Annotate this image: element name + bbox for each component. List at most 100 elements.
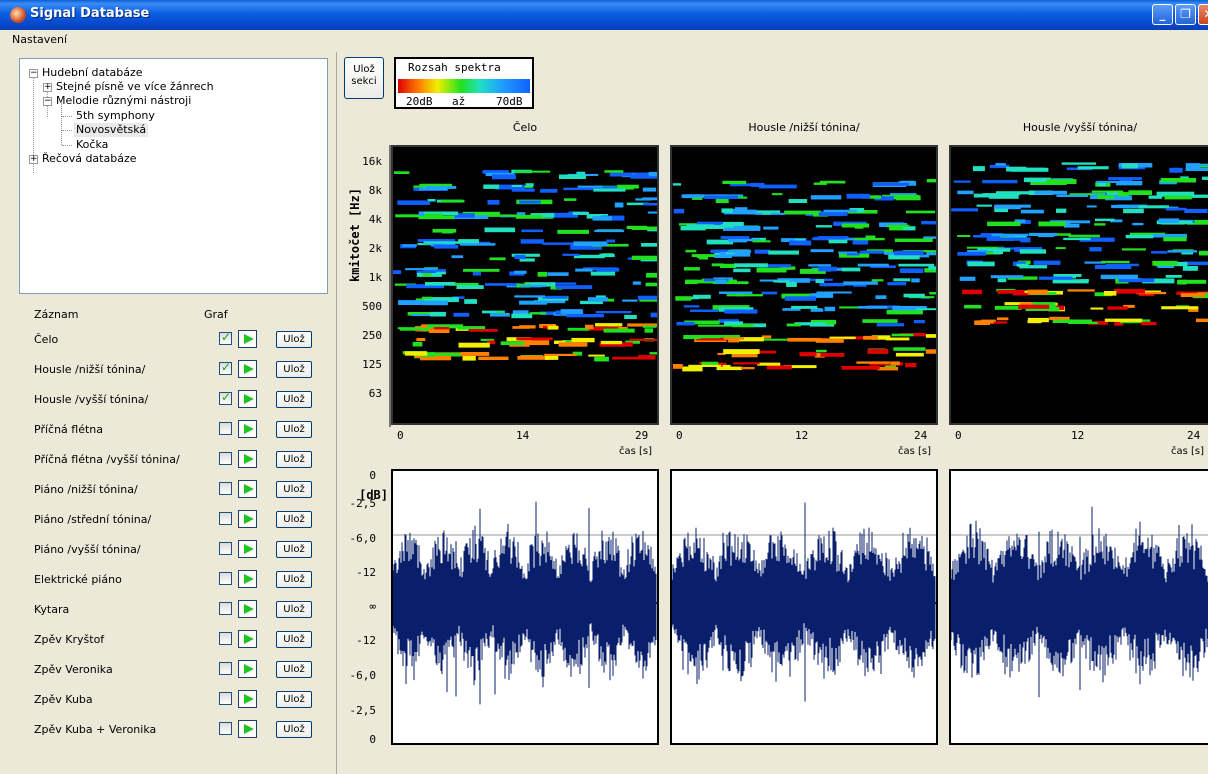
spectrogram-image <box>393 169 657 362</box>
graph-checkbox[interactable] <box>219 632 232 645</box>
save-button[interactable]: Ulož <box>276 601 312 618</box>
time-axis-tick: 0 <box>397 429 404 442</box>
record-row: Elektrické piáno Ulož <box>0 570 330 590</box>
expand-icon[interactable]: + <box>29 154 38 164</box>
save-button[interactable]: Ulož <box>276 511 312 528</box>
waveform-y-tick: 0 <box>369 469 376 482</box>
minimize-button[interactable]: _ <box>1152 4 1173 25</box>
spectrogram-plot <box>391 145 659 425</box>
record-label: Piáno /vyšší tónina/ <box>34 543 141 556</box>
save-button[interactable]: Ulož <box>276 481 312 498</box>
waveform-y-tick: 0 <box>369 733 376 746</box>
database-tree[interactable]: − Hudební databáze + Stejné písně ve víc… <box>19 58 328 294</box>
waveform-plot <box>391 469 659 745</box>
play-icon[interactable] <box>238 570 257 588</box>
play-icon[interactable] <box>238 540 257 558</box>
legend-color-scale <box>398 79 530 93</box>
waveform-plot <box>670 469 938 745</box>
spectrogram-image <box>672 179 936 372</box>
record-row: Housle /nižší tónina/Ulož <box>0 360 330 380</box>
time-axis-unit: čas [s] <box>898 446 932 457</box>
save-section-button[interactable]: Ulož sekci <box>344 57 384 99</box>
menu-settings[interactable]: Nastavení <box>12 33 68 46</box>
record-row: Housle /vyšší tónina/Ulož <box>0 390 330 410</box>
waveform-y-tick: -12 <box>356 634 376 647</box>
tree-connector <box>33 75 34 173</box>
graph-checkbox[interactable] <box>219 602 232 615</box>
collapse-icon[interactable]: − <box>29 68 38 78</box>
graph-column-title: Housle /vyšší tónina/ <box>1022 121 1138 134</box>
tree-node-music-db[interactable]: Hudební databáze <box>42 66 143 79</box>
collapse-icon[interactable]: − <box>43 96 52 106</box>
spectrogram-y-axis-line <box>389 145 391 427</box>
tree-node-novosvetska[interactable]: Novosvětská <box>74 123 149 137</box>
save-button[interactable]: Ulož <box>276 691 312 708</box>
play-icon[interactable] <box>238 660 257 678</box>
record-row: Piáno /vyšší tónina/Ulož <box>0 540 330 560</box>
graph-checkbox[interactable] <box>219 662 232 675</box>
tree-node-speech-db[interactable]: Řečová databáze <box>42 152 137 165</box>
record-row: Příčná flétna Ulož <box>0 420 330 440</box>
save-button[interactable]: Ulož <box>276 331 312 348</box>
graph-checkbox[interactable] <box>219 330 232 345</box>
play-icon[interactable] <box>238 480 257 498</box>
record-label: Příčná flétna <box>34 423 103 436</box>
graph-checkbox[interactable] <box>219 722 232 735</box>
tree-connector <box>62 116 72 117</box>
play-icon[interactable] <box>238 390 257 408</box>
tree-node-kocka[interactable]: Kočka <box>76 138 109 151</box>
save-button[interactable]: Ulož <box>276 631 312 648</box>
play-icon[interactable] <box>238 630 257 648</box>
tree-node-5th-symphony[interactable]: 5th symphony <box>76 109 155 122</box>
play-icon[interactable] <box>238 690 257 708</box>
play-icon[interactable] <box>238 510 257 528</box>
graph-checkbox[interactable] <box>219 542 232 555</box>
save-button[interactable]: Ulož <box>276 721 312 738</box>
graph-checkbox[interactable] <box>219 512 232 525</box>
graph-checkbox[interactable] <box>219 390 232 405</box>
graph-checkbox[interactable] <box>219 452 232 465</box>
graph-checkbox[interactable] <box>219 572 232 585</box>
play-icon[interactable] <box>238 600 257 618</box>
record-label: Piáno /nižší tónina/ <box>34 483 138 496</box>
time-axis-tick: 14 <box>516 429 530 442</box>
spectrogram-y-tick: 63 <box>368 387 382 400</box>
save-button[interactable]: Ulož <box>276 661 312 678</box>
record-label: Zpěv Kryštof <box>34 633 105 646</box>
tree-node-instruments[interactable]: Melodie různými nástroji <box>56 94 192 107</box>
record-row: Zpěv Veronika Ulož <box>0 660 330 680</box>
close-button[interactable]: ✕ <box>1198 4 1208 25</box>
record-row: Kytara Ulož <box>0 600 330 620</box>
tree-node-same-songs[interactable]: Stejné písně ve více žánrech <box>56 80 214 93</box>
waveform-plot <box>949 469 1208 745</box>
record-label: Kytara <box>34 603 70 616</box>
save-button[interactable]: Ulož <box>276 421 312 438</box>
graph-checkbox[interactable] <box>219 360 232 375</box>
save-button[interactable]: Ulož <box>276 541 312 558</box>
window-title: Signal Database <box>30 6 150 21</box>
play-icon[interactable] <box>238 720 257 738</box>
expand-icon[interactable]: + <box>43 82 52 92</box>
play-icon[interactable] <box>238 360 257 378</box>
graph-checkbox[interactable] <box>219 692 232 705</box>
save-button[interactable]: Ulož <box>276 361 312 378</box>
maximize-button[interactable]: ❐ <box>1175 4 1196 25</box>
graph-checkbox[interactable] <box>219 422 232 435</box>
waveform-y-tick: -6,0 <box>349 532 377 545</box>
graph-column-title: Čelo <box>512 121 538 134</box>
play-icon[interactable] <box>238 420 257 438</box>
play-icon[interactable] <box>238 330 257 348</box>
spectrogram-y-tick: 16k <box>362 155 382 168</box>
save-button[interactable]: Ulož <box>276 451 312 468</box>
waveform-image <box>951 506 1208 698</box>
graph-checkbox[interactable] <box>219 482 232 495</box>
save-button[interactable]: Ulož <box>276 391 312 408</box>
play-icon[interactable] <box>238 450 257 468</box>
spectrogram-y-tick: 1k <box>368 271 382 284</box>
waveform-y-axis-title: [dB] <box>359 488 388 502</box>
title-bar[interactable]: Signal Database _ ❐ ✕ <box>0 0 1208 30</box>
spectrogram-y-tick: 2k <box>368 242 382 255</box>
save-button[interactable]: Ulož <box>276 571 312 588</box>
app-icon <box>10 7 26 23</box>
